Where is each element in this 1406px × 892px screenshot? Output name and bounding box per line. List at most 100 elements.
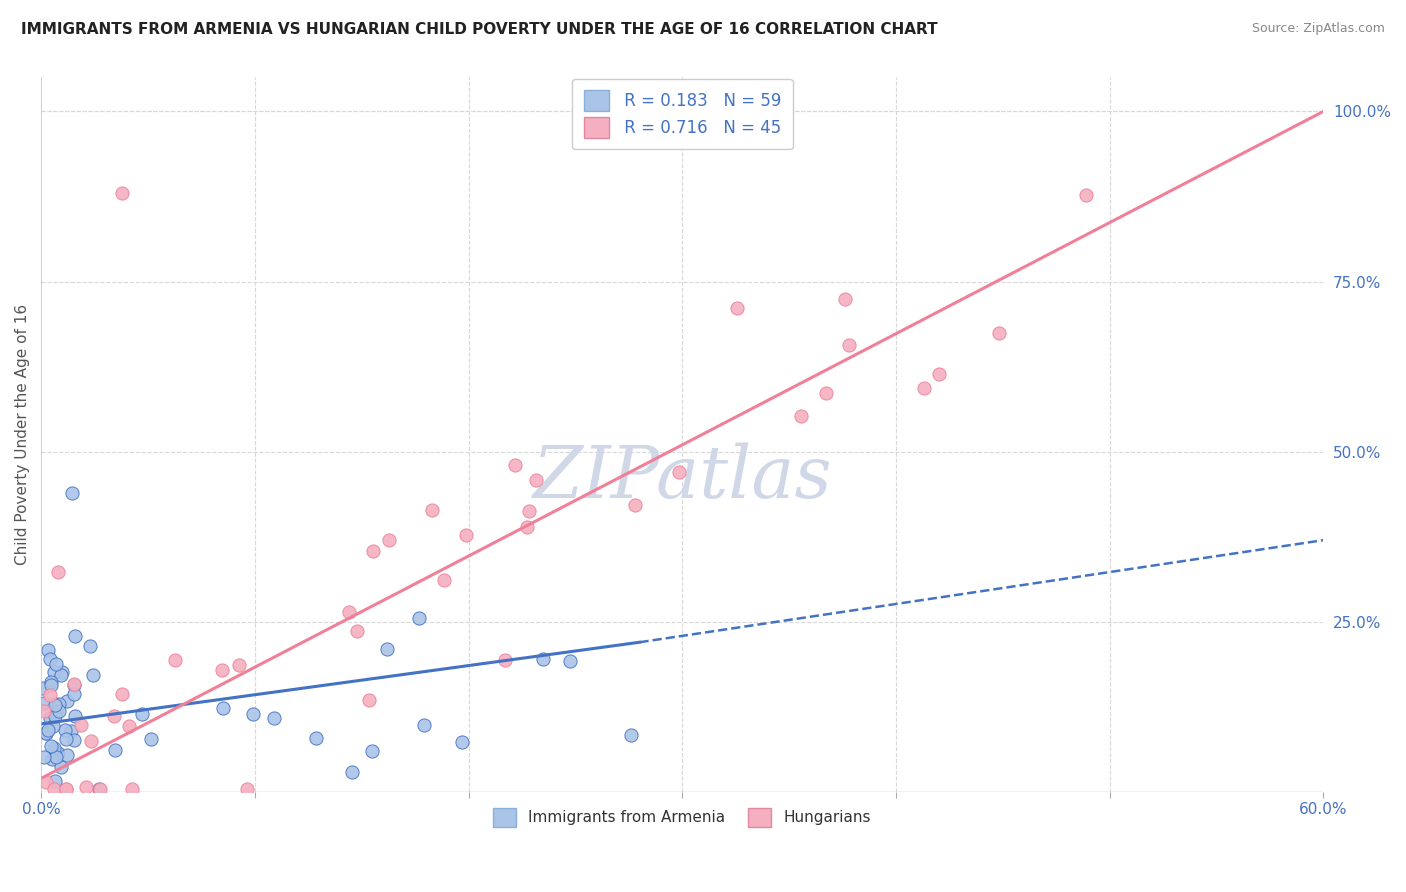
- Point: [37, 643, 59, 657]
- Point: [89, 781, 111, 796]
- Point: [49, 760, 72, 774]
- Text: Source: ZipAtlas.com: Source: ZipAtlas.com: [1251, 22, 1385, 36]
- Point: [111, 687, 134, 701]
- Y-axis label: Child Poverty Under the Age of 16: Child Poverty Under the Age of 16: [15, 304, 30, 566]
- Point: [560, 654, 582, 668]
- Point: [39, 739, 62, 754]
- Point: [45, 657, 67, 672]
- Point: [104, 743, 127, 757]
- Point: [1074, 188, 1097, 202]
- Point: [103, 709, 125, 723]
- Point: [790, 409, 813, 424]
- Point: [44, 709, 66, 723]
- Point: [55, 781, 77, 796]
- Point: [408, 611, 430, 625]
- Point: [361, 544, 384, 558]
- Point: [531, 652, 554, 666]
- Point: [46, 565, 69, 579]
- Point: [32, 705, 55, 719]
- Point: [32, 681, 55, 696]
- Point: [111, 186, 134, 201]
- Point: [928, 368, 950, 382]
- Point: [32, 696, 55, 710]
- Point: [46, 746, 69, 760]
- Point: [139, 731, 162, 746]
- Point: [39, 688, 62, 702]
- Point: [39, 678, 62, 692]
- Point: [516, 520, 538, 534]
- Point: [55, 781, 77, 796]
- Text: IMMIGRANTS FROM ARMENIA VS HUNGARIAN CHILD POVERTY UNDER THE AGE OF 16 CORRELATI: IMMIGRANTS FROM ARMENIA VS HUNGARIAN CHI…: [21, 22, 938, 37]
- Point: [235, 781, 257, 796]
- Point: [413, 717, 436, 731]
- Point: [118, 719, 141, 733]
- Point: [49, 668, 72, 682]
- Point: [378, 533, 401, 547]
- Point: [494, 653, 516, 667]
- Point: [242, 706, 264, 721]
- Point: [342, 765, 364, 780]
- Point: [725, 301, 748, 315]
- Point: [60, 485, 83, 500]
- Point: [65, 629, 87, 643]
- Point: [131, 706, 153, 721]
- Point: [37, 723, 59, 737]
- Legend: Immigrants from Armenia, Hungarians: Immigrants from Armenia, Hungarians: [485, 800, 879, 834]
- Point: [79, 640, 101, 654]
- Point: [815, 385, 838, 400]
- Point: [53, 723, 76, 738]
- Point: [121, 781, 143, 796]
- Point: [838, 338, 860, 352]
- Point: [668, 465, 690, 479]
- Point: [165, 653, 187, 667]
- Point: [35, 726, 58, 740]
- Point: [42, 665, 65, 679]
- Point: [212, 701, 235, 715]
- Point: [63, 687, 86, 701]
- Point: [361, 744, 384, 758]
- Point: [42, 781, 65, 796]
- Point: [48, 698, 70, 712]
- Point: [988, 326, 1011, 340]
- Point: [912, 381, 935, 395]
- Point: [32, 749, 55, 764]
- Point: [55, 747, 77, 762]
- Point: [228, 657, 250, 672]
- Point: [63, 709, 86, 723]
- Point: [834, 292, 856, 306]
- Point: [517, 503, 540, 517]
- Point: [41, 752, 63, 766]
- Point: [75, 780, 97, 795]
- Point: [524, 473, 547, 487]
- Text: ZIPatlas: ZIPatlas: [533, 442, 832, 513]
- Point: [59, 723, 82, 738]
- Point: [55, 731, 77, 746]
- Point: [48, 704, 70, 718]
- Point: [44, 697, 66, 711]
- Point: [35, 726, 58, 740]
- Point: [337, 606, 360, 620]
- Point: [433, 573, 456, 587]
- Point: [42, 741, 65, 756]
- Point: [44, 698, 66, 713]
- Point: [80, 734, 103, 748]
- Point: [624, 498, 647, 512]
- Point: [41, 719, 63, 733]
- Point: [56, 694, 79, 708]
- Point: [82, 668, 104, 682]
- Point: [63, 677, 86, 691]
- Point: [451, 735, 474, 749]
- Point: [62, 678, 84, 692]
- Point: [39, 652, 62, 666]
- Point: [422, 503, 444, 517]
- Point: [45, 750, 67, 764]
- Point: [304, 731, 326, 745]
- Point: [211, 663, 233, 677]
- Point: [456, 527, 478, 541]
- Point: [45, 705, 67, 719]
- Point: [63, 732, 86, 747]
- Point: [38, 711, 60, 725]
- Point: [51, 665, 73, 680]
- Point: [263, 711, 285, 725]
- Point: [503, 458, 526, 473]
